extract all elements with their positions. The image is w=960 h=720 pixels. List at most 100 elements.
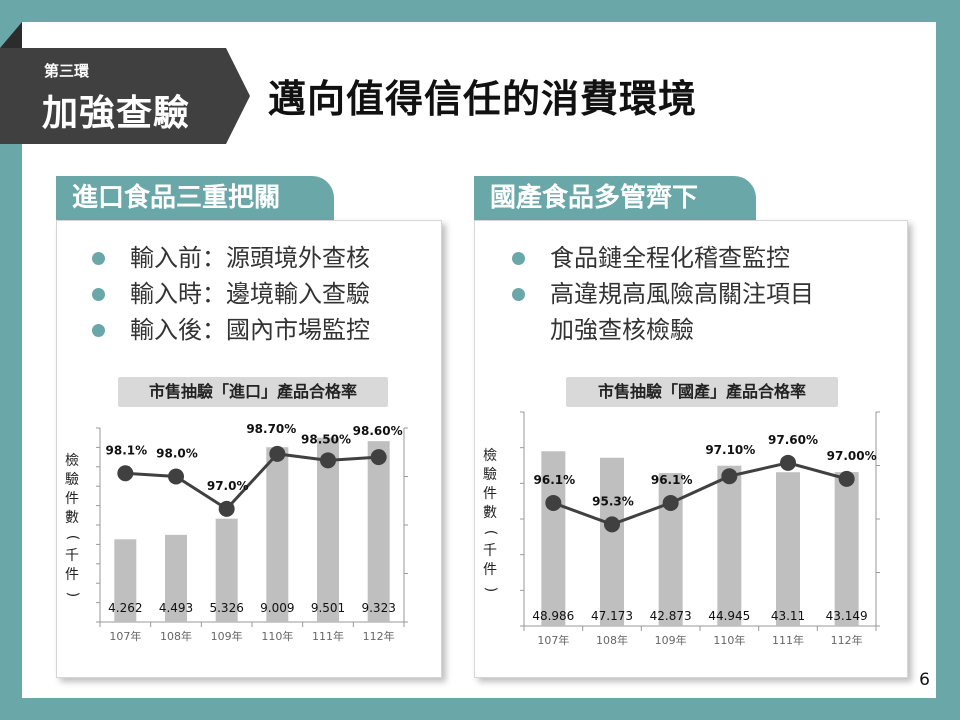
- bullet-text: 食品鏈全程化稽查監控: [550, 244, 790, 272]
- pass-rate-label: 97.00%: [827, 449, 877, 463]
- count-bar: [541, 451, 566, 626]
- pass-rate-label: 97.10%: [705, 443, 755, 457]
- badge-corner: [0, 22, 22, 48]
- ylabel-char: (: [482, 529, 499, 536]
- category-label: 109年: [655, 633, 687, 647]
- bullet-text: 輸入前：源頭境外查核: [130, 244, 370, 272]
- category-label: 109年: [211, 629, 243, 643]
- bullet-dot-icon: [92, 252, 105, 265]
- pass-rate-point: [721, 468, 738, 485]
- ylabel-char: 件: [483, 562, 497, 578]
- count-bar: [717, 465, 742, 626]
- bullet-text: 輸入時：邊境輸入查驗: [130, 280, 370, 308]
- count-bar: [367, 441, 390, 622]
- ylabel-char: ): [482, 586, 499, 593]
- bullet-dot-icon: [512, 288, 525, 301]
- count-bar: [317, 437, 339, 622]
- count-value-label: 4.262: [108, 601, 142, 615]
- pass-rate-label: 95.3%: [592, 494, 634, 508]
- pass-rate-label: 98.60%: [353, 424, 403, 438]
- ylabel-char: ): [64, 591, 81, 598]
- pass-rate-label: 98.1%: [106, 443, 148, 457]
- pass-rate-label: 97.0%: [207, 479, 249, 493]
- ylabel-char: 件: [65, 491, 79, 507]
- count-value-label: 42.873: [650, 609, 692, 623]
- pass-rate-line: [552, 461, 848, 526]
- category-label: 108年: [596, 633, 628, 647]
- count-value-label: 4.493: [159, 601, 193, 615]
- ylabel-char: 千: [65, 548, 79, 564]
- count-value-label: 43.149: [826, 609, 868, 623]
- pass-rate-label: 98.70%: [246, 422, 296, 436]
- ylabel-char: 件: [483, 486, 497, 502]
- ylabel-char: (: [64, 534, 81, 541]
- pass-rate-point: [218, 500, 235, 517]
- ylabel-char: 檢: [65, 453, 79, 469]
- pass-rate-label: 97.60%: [768, 433, 818, 447]
- ylabel-char: 驗: [483, 467, 497, 483]
- category-label: 111年: [312, 629, 344, 643]
- category-label: 111年: [772, 633, 804, 647]
- ylabel-char: 驗: [65, 472, 79, 488]
- count-value-label: 43.11: [771, 609, 805, 623]
- count-value-label: 47.173: [591, 609, 633, 623]
- pass-rate-label: 98.50%: [301, 432, 351, 446]
- bullet-item: 高違規高風險高關注項目: [512, 276, 814, 312]
- pass-rate-label: 96.1%: [651, 473, 693, 487]
- pass-rate-point: [117, 465, 134, 482]
- pass-rate-point: [320, 452, 336, 469]
- imported-pass-rate-chart: 98.1% 98.0% 97.0% 98.70% 98.50%98.60% 4.262 4.…: [96, 422, 408, 643]
- count-value-label: 44.945: [708, 609, 750, 623]
- category-label: 110年: [261, 629, 293, 643]
- bullet-text: 輸入後：國內市場監控: [130, 316, 370, 344]
- count-bar: [776, 472, 800, 626]
- pass-rate-point: [168, 468, 184, 485]
- bullet-item: 輸入時：邊境輸入查驗: [92, 276, 370, 312]
- pass-rate-point: [370, 449, 387, 466]
- ylabel-char: 件: [65, 567, 79, 583]
- domestic-food-bullets: 食品鏈全程化稽查監控 高違規高風險高關注項目加強查核檢驗: [512, 240, 814, 348]
- count-bar: [834, 472, 859, 626]
- domestic-chart-title: 市售抽驗「國產」產品合格率: [566, 377, 838, 407]
- bullet-item: 輸入後：國內市場監控: [92, 312, 370, 348]
- bullet-item: 輸入前：源頭境外查核: [92, 240, 370, 276]
- imported-chart-title: 市售抽驗「進口」產品合格率: [118, 377, 388, 407]
- section-badge: [0, 48, 250, 144]
- tab-domestic-food: 國產食品多管齊下: [474, 176, 756, 220]
- pass-rate-label: 96.1%: [534, 473, 576, 487]
- count-value-label: 9.501: [311, 601, 345, 615]
- pass-rate-point: [780, 454, 796, 471]
- ylabel-char: 檢: [483, 448, 497, 464]
- count-value-label: 48.986: [532, 609, 574, 623]
- count-value-label: 9.009: [260, 601, 294, 615]
- imported-food-bullets: 輸入前：源頭境外查核 輸入時：邊境輸入查驗 輸入後：國內市場監控: [92, 240, 370, 348]
- bullet-item: 食品鏈全程化稽查監控: [512, 240, 814, 276]
- category-label: 107年: [537, 633, 569, 647]
- bullet-item: 加強查核檢驗: [512, 312, 814, 348]
- count-bar: [165, 534, 187, 622]
- pass-rate-point: [838, 470, 855, 487]
- category-label: 112年: [831, 633, 863, 647]
- count-bar: [266, 447, 289, 622]
- count-bar: [600, 457, 624, 626]
- bullet-dot-icon: [92, 324, 105, 337]
- bullet-dot-icon: [92, 288, 105, 301]
- ylabel-char: 數: [483, 505, 497, 521]
- domestic-chart-ylabel: 檢驗件數(千件): [482, 447, 499, 599]
- page-title: 邁向值得信任的消費環境: [268, 77, 698, 121]
- tab-imported-food: 進口食品三重把關: [56, 176, 334, 220]
- pass-rate-line: [125, 452, 379, 511]
- badge-subtitle: 第三環: [44, 62, 90, 80]
- category-label: 107年: [109, 629, 141, 643]
- pass-rate-point: [269, 445, 286, 462]
- category-label: 112年: [363, 629, 395, 643]
- domestic-pass-rate-chart: 96.1% 95.3% 96.1% 97.10% 97.60% 97.00% 48.986 4…: [520, 411, 880, 647]
- badge-title: 加強查驗: [42, 93, 191, 134]
- ylabel-char: 千: [483, 543, 497, 559]
- pass-rate-label: 98.0%: [156, 447, 198, 461]
- count-value-label: 5.326: [209, 601, 243, 615]
- bullet-dot-icon: [512, 252, 525, 265]
- category-label: 108年: [160, 629, 192, 643]
- count-value-label: 9.323: [361, 601, 395, 615]
- bullet-text: 高違規高風險高關注項目: [550, 280, 814, 308]
